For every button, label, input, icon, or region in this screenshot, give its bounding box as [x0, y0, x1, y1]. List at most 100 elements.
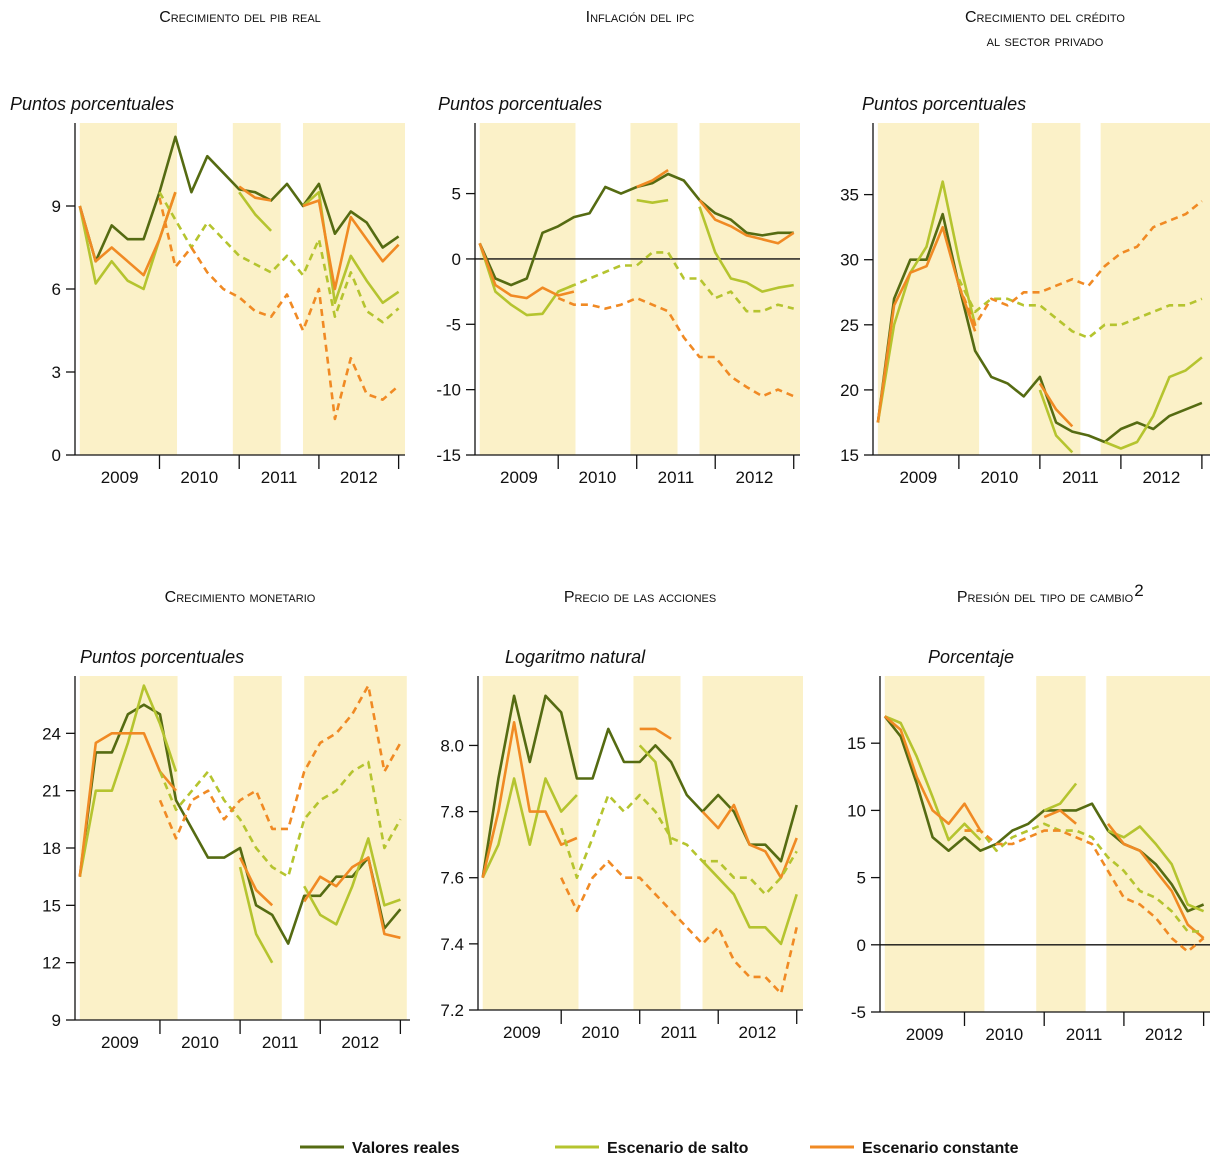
title-note: 2 [1134, 581, 1143, 600]
x-tick-label: 2011 [261, 468, 298, 487]
y-tick-label: 25 [840, 316, 859, 335]
panel: Crecimiento del pib real Puntos porcentua… [10, 9, 405, 487]
y-axis-label: Puntos porcentuales [10, 94, 174, 114]
y-tick-label: 35 [840, 186, 859, 205]
x-tick-label: 2012 [341, 1033, 379, 1052]
series-line [639, 727, 672, 740]
series-line [1038, 382, 1074, 428]
y-tick-label: -10 [436, 381, 461, 400]
legend-label: Valores reales [352, 1140, 460, 1157]
y-tick-label: 6 [52, 280, 61, 299]
x-tick-label: 2010 [582, 1023, 620, 1042]
projection-line [158, 191, 400, 324]
y-tick-label: -5 [446, 315, 461, 334]
series-line [1104, 356, 1203, 450]
y-tick-label: 9 [52, 197, 61, 216]
x-tick-label: 2011 [1062, 468, 1099, 487]
y-tick-label: 7.6 [440, 869, 464, 888]
series-line [884, 715, 982, 842]
y-tick-label: 8.0 [440, 736, 464, 755]
y-tick-label: 24 [42, 724, 61, 743]
shaded-period [232, 123, 281, 455]
y-tick-label: 7.4 [440, 935, 464, 954]
series-line [302, 199, 400, 291]
shaded-period [1036, 676, 1086, 1012]
projection-line [957, 278, 1203, 340]
series-line [698, 199, 795, 245]
series-line [701, 860, 798, 946]
series-line [636, 169, 669, 189]
series-line [883, 715, 982, 832]
projection-line [557, 296, 795, 398]
x-tick-label: 2011 [1066, 1025, 1103, 1044]
series-line [876, 180, 977, 423]
y-tick-label: 9 [52, 1011, 61, 1030]
y-tick-label: 0 [52, 446, 61, 465]
series-line [78, 684, 178, 877]
series-line [238, 857, 274, 907]
x-tick-label: 2010 [980, 468, 1018, 487]
shaded-period [304, 676, 407, 1020]
y-axis-label: Puntos porcentuales [80, 647, 244, 667]
y-tick-label: 0 [857, 936, 866, 955]
chart-title: Crecimiento del pib real [159, 9, 321, 26]
series-line [1038, 389, 1074, 454]
shaded-period [79, 123, 178, 455]
series-line [78, 135, 400, 263]
projection-line [964, 822, 1204, 933]
series-line [478, 242, 575, 300]
y-tick-label: 10 [847, 801, 866, 820]
x-tick-label: 2012 [1142, 468, 1180, 487]
panel: Inflación del ipc Puntos porcentuales -15 -… [436, 9, 800, 487]
shaded-period [884, 676, 985, 1012]
x-tick-label: 2011 [262, 1033, 299, 1052]
projection-line [557, 251, 795, 313]
shaded-period [1031, 123, 1081, 455]
series-line [1043, 809, 1077, 825]
shaded-period [633, 676, 681, 1010]
x-tick-label: 2009 [500, 468, 538, 487]
x-tick-label: 2009 [101, 1033, 139, 1052]
legend-label: Escenario constante [862, 1140, 1019, 1157]
series-line [302, 190, 400, 305]
y-tick-label: -15 [436, 446, 461, 465]
series-line [701, 803, 798, 879]
shaded-period [1100, 123, 1210, 455]
panel: Presión del tipo de cambio 2 Porcentaje -5 0… [847, 581, 1210, 1044]
y-axis-label: Porcentaje [928, 647, 1014, 667]
projection-line [158, 760, 402, 878]
chart-title: Crecimiento monetario [165, 589, 316, 606]
x-tick-label: 2012 [1145, 1025, 1183, 1044]
y-tick-label: -5 [851, 1003, 866, 1022]
y-axis-label: Puntos porcentuales [862, 94, 1026, 114]
series-line [78, 191, 177, 277]
x-tick-label: 2012 [739, 1023, 777, 1042]
x-tick-label: 2010 [181, 1033, 219, 1052]
y-tick-label: 30 [840, 251, 859, 270]
y-tick-label: 15 [840, 446, 859, 465]
x-tick-label: 2011 [658, 468, 695, 487]
series-line [638, 744, 673, 845]
projection-line [957, 200, 1203, 327]
chart-title: Inflación del ipc [586, 9, 695, 26]
series-line [303, 856, 401, 940]
series-line [238, 191, 273, 232]
x-tick-label: 2010 [985, 1025, 1023, 1044]
chart-title: al sector privado [987, 33, 1104, 50]
y-tick-label: 7.8 [440, 803, 464, 822]
x-tick-label: 2010 [579, 468, 617, 487]
y-tick-label: 3 [52, 363, 61, 382]
series-line [698, 206, 794, 293]
y-tick-label: 18 [42, 839, 61, 858]
y-axis-label: Logaritmo natural [505, 647, 646, 667]
y-tick-label: 5 [452, 185, 461, 204]
series-line [238, 185, 272, 202]
y-axis-label: Puntos porcentuales [438, 94, 602, 114]
shaded-period [699, 123, 800, 455]
shaded-period [702, 676, 803, 1010]
panel: Crecimiento monetario Puntos porcentuales… [42, 589, 410, 1052]
chart-title: Crecimiento del crédito [965, 9, 1125, 26]
panel: Crecimiento del crédito al sector privado… [840, 9, 1210, 487]
x-tick-label: 2009 [899, 468, 937, 487]
